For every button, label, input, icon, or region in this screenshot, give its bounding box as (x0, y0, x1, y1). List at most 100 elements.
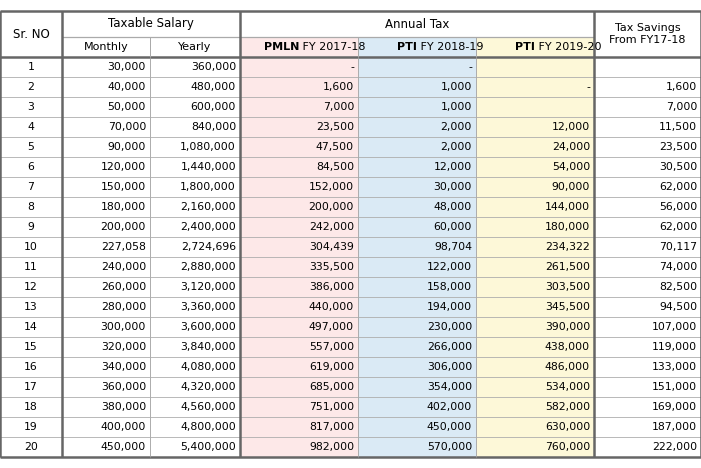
Text: 84,500: 84,500 (316, 162, 354, 172)
Text: 817,000: 817,000 (309, 422, 354, 432)
Text: 354,000: 354,000 (427, 382, 472, 392)
Text: 380,000: 380,000 (101, 402, 146, 412)
Text: PTI: PTI (397, 42, 417, 52)
Text: 1,000: 1,000 (441, 102, 472, 112)
Bar (594, 157, 701, 177)
Bar (240, 397, 358, 417)
Bar (358, 37, 476, 57)
Bar (476, 257, 594, 277)
Bar (476, 137, 594, 157)
Bar (476, 217, 594, 237)
Text: 30,000: 30,000 (434, 182, 472, 192)
Bar (240, 377, 358, 397)
Bar (594, 137, 701, 157)
Text: 70,117: 70,117 (659, 242, 697, 252)
Text: 450,000: 450,000 (101, 442, 146, 452)
Bar (594, 437, 701, 457)
Bar (240, 297, 358, 317)
Bar (150, 437, 240, 457)
Bar (358, 237, 476, 257)
Bar (240, 117, 358, 137)
Text: 200,000: 200,000 (308, 202, 354, 212)
Bar (62, 417, 150, 437)
Bar (0, 257, 62, 277)
Bar (62, 437, 150, 457)
Text: 386,000: 386,000 (309, 282, 354, 292)
Bar (594, 77, 701, 97)
Bar (476, 237, 594, 257)
Text: 40,000: 40,000 (108, 82, 146, 92)
Bar (358, 357, 476, 377)
Bar (594, 117, 701, 137)
Text: 54,000: 54,000 (552, 162, 590, 172)
Bar (358, 397, 476, 417)
Text: FY 2019-20: FY 2019-20 (535, 42, 601, 52)
Text: 7: 7 (27, 182, 34, 192)
Bar (358, 277, 476, 297)
Bar (594, 397, 701, 417)
Bar (62, 297, 150, 317)
Text: 390,000: 390,000 (545, 322, 590, 332)
Bar (0, 237, 62, 257)
Bar (240, 11, 594, 37)
Text: 2: 2 (27, 82, 34, 92)
Text: 280,000: 280,000 (101, 302, 146, 312)
Text: 12,000: 12,000 (552, 122, 590, 132)
Text: -: - (468, 62, 472, 72)
Text: 619,000: 619,000 (309, 362, 354, 372)
Text: 74,000: 74,000 (659, 262, 697, 272)
Bar (594, 197, 701, 217)
Text: 335,500: 335,500 (309, 262, 354, 272)
Text: 19: 19 (24, 422, 38, 432)
Text: 30,000: 30,000 (108, 62, 146, 72)
Bar (150, 197, 240, 217)
Bar (0, 217, 62, 237)
Text: 62,000: 62,000 (659, 182, 697, 192)
Text: 13: 13 (24, 302, 38, 312)
Text: 534,000: 534,000 (545, 382, 590, 392)
Text: 600,000: 600,000 (191, 102, 236, 112)
Bar (150, 117, 240, 137)
Text: 222,000: 222,000 (652, 442, 697, 452)
Bar (240, 237, 358, 257)
Text: 7,000: 7,000 (322, 102, 354, 112)
Bar (62, 77, 150, 97)
Bar (150, 157, 240, 177)
Bar (240, 357, 358, 377)
Text: 630,000: 630,000 (545, 422, 590, 432)
Text: FY 2018-19: FY 2018-19 (417, 42, 484, 52)
Text: 60,000: 60,000 (434, 222, 472, 232)
Bar (476, 417, 594, 437)
Text: 4,800,000: 4,800,000 (180, 422, 236, 432)
Bar (0, 377, 62, 397)
Text: 497,000: 497,000 (309, 322, 354, 332)
Text: 1,440,000: 1,440,000 (180, 162, 236, 172)
Text: 169,000: 169,000 (652, 402, 697, 412)
Text: 16: 16 (24, 362, 38, 372)
Text: 3,120,000: 3,120,000 (180, 282, 236, 292)
Text: 840,000: 840,000 (191, 122, 236, 132)
Bar (0, 357, 62, 377)
Text: PTI: PTI (515, 42, 535, 52)
Bar (62, 137, 150, 157)
Bar (594, 177, 701, 197)
Bar (62, 57, 150, 77)
Text: 402,000: 402,000 (427, 402, 472, 412)
Text: Yearly: Yearly (178, 42, 212, 52)
Text: Taxable Salary: Taxable Salary (108, 17, 194, 30)
Text: 24,000: 24,000 (552, 142, 590, 152)
Bar (358, 257, 476, 277)
Text: 152,000: 152,000 (309, 182, 354, 192)
Text: 486,000: 486,000 (545, 362, 590, 372)
Text: 11,500: 11,500 (659, 122, 697, 132)
Bar (594, 57, 701, 77)
Bar (150, 277, 240, 297)
Text: 304,439: 304,439 (309, 242, 354, 252)
Text: PMLN: PMLN (264, 42, 299, 52)
Bar (150, 237, 240, 257)
Bar (0, 277, 62, 297)
Bar (150, 137, 240, 157)
Text: 194,000: 194,000 (427, 302, 472, 312)
Bar (240, 37, 358, 57)
Text: 300,000: 300,000 (101, 322, 146, 332)
